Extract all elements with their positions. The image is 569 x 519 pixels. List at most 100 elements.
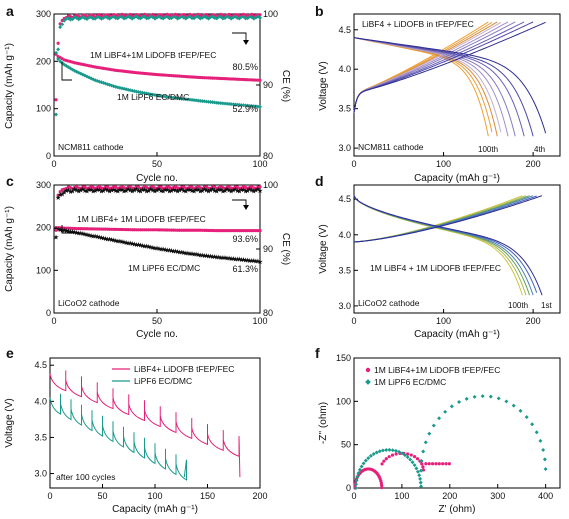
- y-tick-label: 200: [36, 223, 51, 233]
- data-point: ★: [212, 253, 218, 261]
- data-point: ★: [257, 258, 263, 266]
- data-point: ★: [139, 242, 145, 250]
- y-tick-label: 3.5: [338, 104, 351, 114]
- data-point: ★: [209, 253, 215, 261]
- nyquist-point: [382, 459, 386, 463]
- data-point: ★: [236, 187, 242, 195]
- data-point: ★: [69, 187, 75, 195]
- panel-a-ylabel: Capacity (mAh g⁻¹): [4, 43, 15, 129]
- data-point: ★: [123, 239, 129, 247]
- x-tick-label: 100: [394, 491, 409, 501]
- data-point: ★: [236, 256, 242, 264]
- x-tick-label: 400: [538, 491, 553, 501]
- y-tick-label: 200: [36, 56, 51, 66]
- data-point: ★: [104, 235, 110, 243]
- data-point: ★: [82, 231, 88, 239]
- data-point: ★: [131, 186, 137, 194]
- data-point: ★: [255, 186, 261, 194]
- data-point: ★: [232, 255, 238, 263]
- data-point: ★: [71, 228, 77, 236]
- nyquist-point: [405, 455, 410, 460]
- data-point: ★: [174, 188, 180, 196]
- nyquist-point: [437, 416, 442, 421]
- legend-label: 1M LiPF6 EC/DMC: [374, 377, 446, 387]
- data-point: ★: [158, 245, 164, 253]
- data-point: ★: [76, 188, 82, 196]
- data-point: ★: [191, 250, 197, 258]
- data-point: ★: [59, 190, 65, 198]
- panel-c-ylabel: Capacity (mAh g⁻¹): [4, 206, 15, 292]
- data-point: ★: [185, 250, 191, 258]
- panel-f-xlabel: Z' (ohm): [439, 504, 476, 515]
- data-point: ★: [80, 186, 86, 194]
- data-point: ★: [170, 247, 176, 255]
- y-tick-label: 0: [346, 483, 351, 493]
- data-point: ★: [80, 230, 86, 238]
- x-tick-label: 100: [252, 159, 267, 169]
- data-point: ★: [253, 187, 259, 195]
- x-tick-label: 50: [97, 491, 107, 501]
- data-point: ★: [179, 249, 185, 257]
- nyquist-point: [488, 394, 493, 399]
- data-point: ★: [166, 247, 172, 255]
- data-point: ★: [55, 225, 61, 233]
- panel-a-annotation: NCM811 cathode: [58, 142, 124, 152]
- data-point: [54, 228, 58, 232]
- data-point: ★: [111, 237, 117, 245]
- data-point: ★: [152, 188, 158, 196]
- data-point: ★: [195, 251, 201, 259]
- nyquist-point: [415, 469, 420, 474]
- data-point: ★: [209, 186, 215, 194]
- data-point: ★: [115, 237, 121, 245]
- data-point: ★: [129, 240, 135, 248]
- x-tick-label: 300: [490, 491, 505, 501]
- data-point: ★: [82, 187, 88, 195]
- data-point: ★: [160, 246, 166, 254]
- data-point: ★: [224, 186, 230, 194]
- data-point: ★: [106, 236, 112, 244]
- panel-a-y2label: CE (%): [280, 70, 291, 102]
- nyquist-point: [543, 467, 548, 472]
- data-point: ★: [199, 252, 205, 260]
- data-point: ★: [123, 187, 129, 195]
- nyquist-point: [431, 423, 436, 428]
- panel-e-chart: Voltage (V) Capacity (mAh g⁻¹) after 100…: [4, 357, 268, 515]
- data-point: ★: [193, 251, 199, 259]
- pulse-curve: [49, 393, 187, 481]
- data-point: ★: [181, 187, 187, 195]
- nyquist-point: [424, 462, 428, 466]
- data-point: ★: [164, 246, 170, 254]
- data-point: ★: [212, 187, 218, 195]
- data-point: ★: [203, 187, 209, 195]
- nyquist-point: [530, 422, 535, 427]
- data-point: ★: [137, 187, 143, 195]
- panel-b-chart: Voltage (V) Capacity (mAh g⁻¹) LiBF4 + L…: [318, 13, 561, 184]
- data-point: ★: [187, 186, 193, 194]
- nyquist-point: [437, 462, 441, 466]
- data-point: ★: [242, 256, 248, 264]
- y-tick-label: 3.0: [34, 469, 47, 479]
- data-point: ★: [220, 254, 226, 262]
- nyquist-point: [418, 476, 423, 481]
- data-point: ★: [55, 194, 61, 202]
- nyquist-point: [447, 462, 451, 466]
- data-point: ★: [251, 188, 257, 196]
- data-point: ★: [86, 231, 92, 239]
- charge-curve: [353, 195, 523, 243]
- y-tick-label: 4.5: [34, 360, 47, 370]
- panel-d-label-1st: 1st: [541, 301, 552, 310]
- nyquist-point: [359, 464, 364, 469]
- data-point: ★: [238, 186, 244, 194]
- nyquist-point: [443, 409, 448, 414]
- data-point: ★: [195, 186, 201, 194]
- data-point: ★: [61, 189, 67, 197]
- data-point: [56, 41, 60, 45]
- data-point: ★: [242, 187, 248, 195]
- y-tick-label: 100: [336, 396, 351, 406]
- panel-a-xlabel: Cycle no.: [136, 173, 178, 184]
- data-point: [258, 229, 262, 233]
- panel-label-c: c: [6, 173, 14, 189]
- data-point: ★: [102, 186, 108, 194]
- panel-a-chart: Capacity (mAh g⁻¹) CE (%) Cycle no. NCM8…: [4, 9, 291, 184]
- nyquist-point: [408, 457, 413, 462]
